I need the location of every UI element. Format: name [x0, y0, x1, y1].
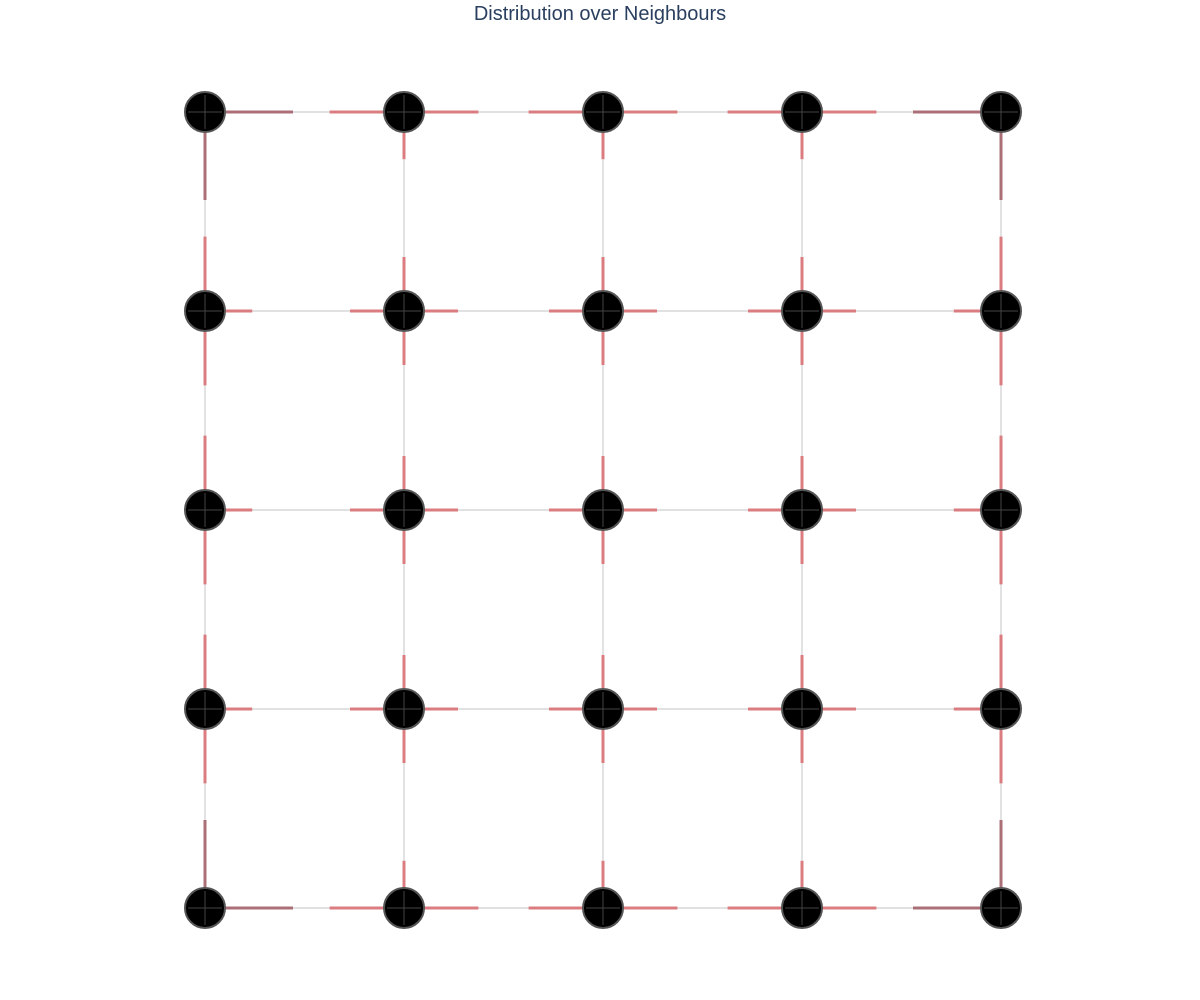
page-title: Distribution over Neighbours	[473, 3, 727, 25]
grid-nodes	[184, 91, 1022, 929]
